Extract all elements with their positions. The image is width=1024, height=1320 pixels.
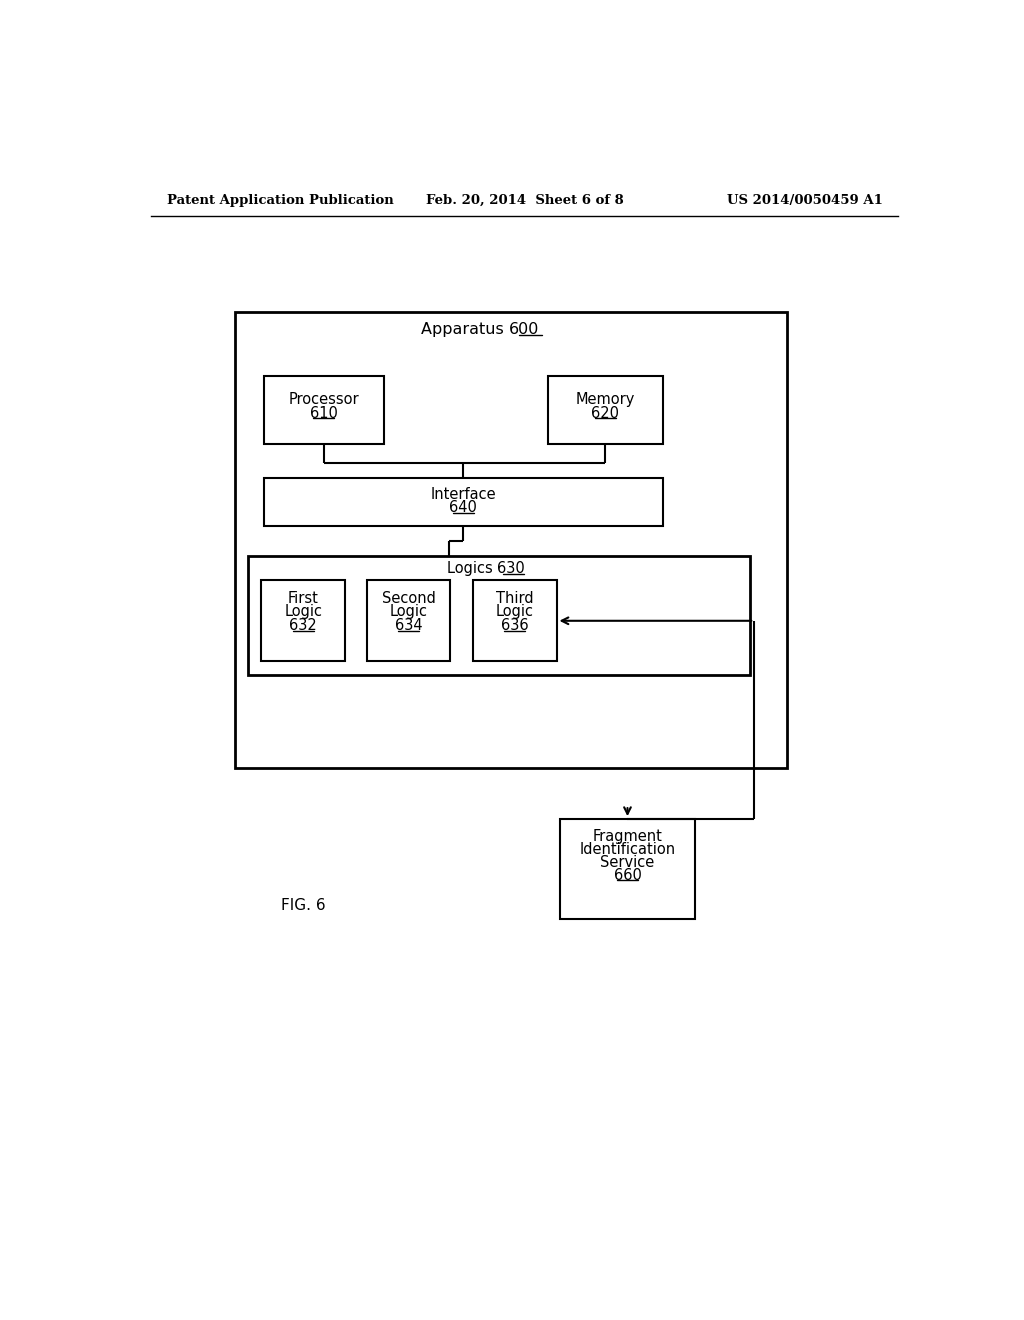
Text: FIG. 6: FIG. 6 (281, 898, 326, 913)
Bar (473, 581, 557, 661)
Text: Identification: Identification (580, 842, 676, 857)
Bar (548, 376, 663, 444)
Text: Logic: Logic (284, 605, 323, 619)
Text: Logic: Logic (389, 605, 428, 619)
Text: Logics: Logics (446, 561, 497, 577)
Text: Processor: Processor (289, 392, 359, 407)
Bar (263, 478, 663, 525)
Text: Third: Third (496, 591, 534, 606)
Bar (248, 556, 751, 675)
Text: Patent Application Publication: Patent Application Publication (167, 194, 393, 207)
Text: Second: Second (382, 591, 435, 606)
Bar (234, 313, 786, 768)
Text: 620: 620 (592, 405, 620, 421)
Bar (261, 581, 345, 661)
Text: Feb. 20, 2014  Sheet 6 of 8: Feb. 20, 2014 Sheet 6 of 8 (426, 194, 624, 207)
Text: First: First (288, 591, 318, 606)
Bar (367, 581, 451, 661)
Text: Memory: Memory (575, 392, 635, 407)
Text: 600: 600 (509, 322, 539, 337)
Text: 636: 636 (501, 618, 528, 634)
Text: Logic: Logic (496, 605, 534, 619)
Text: 634: 634 (394, 618, 422, 634)
Text: Fragment: Fragment (593, 829, 663, 843)
Text: 630: 630 (497, 561, 524, 577)
Bar (263, 376, 384, 444)
Text: Apparatus: Apparatus (421, 322, 509, 337)
Text: US 2014/0050459 A1: US 2014/0050459 A1 (727, 194, 883, 207)
Text: 632: 632 (289, 618, 317, 634)
Text: 660: 660 (613, 867, 641, 883)
Text: 640: 640 (450, 500, 477, 516)
Text: Service: Service (600, 854, 654, 870)
Text: 610: 610 (309, 405, 338, 421)
Text: Interface: Interface (430, 487, 496, 502)
Bar (560, 818, 694, 919)
